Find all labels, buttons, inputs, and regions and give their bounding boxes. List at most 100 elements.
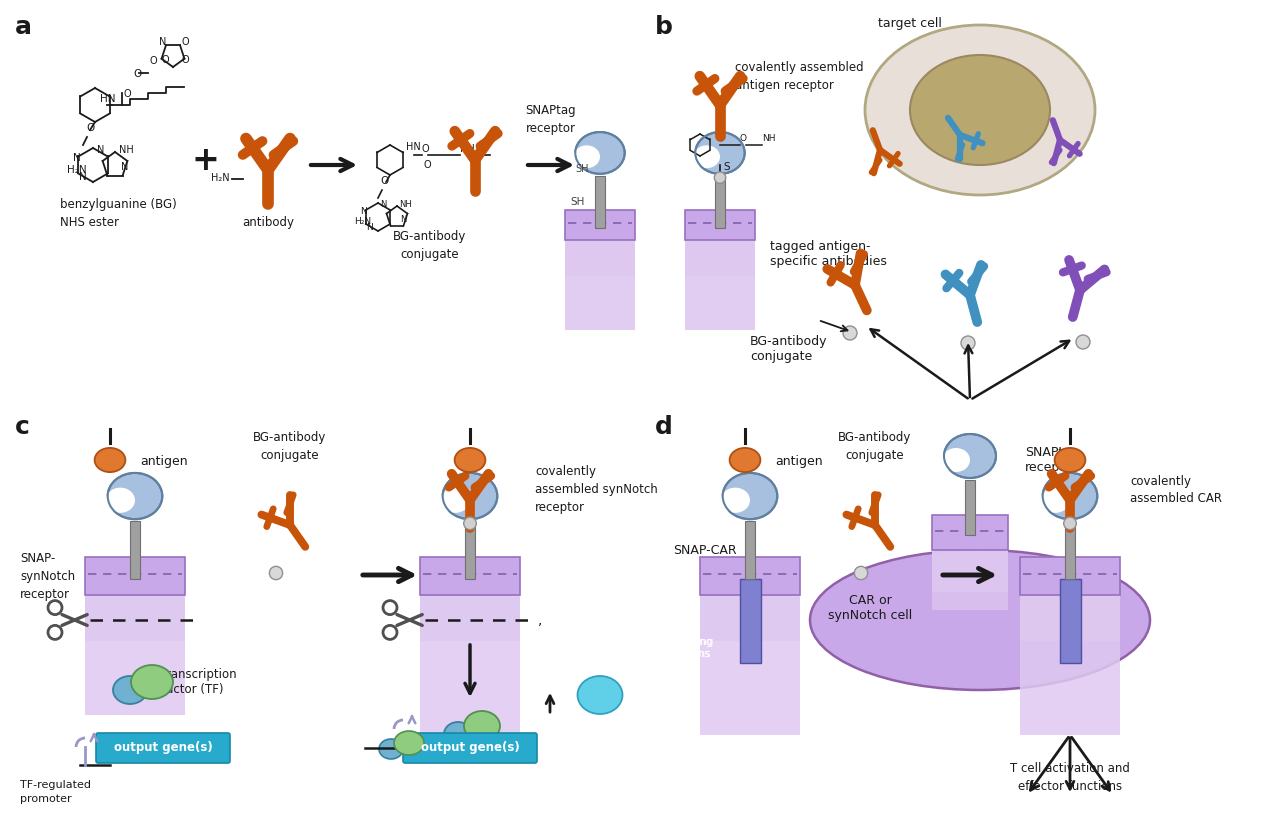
- Ellipse shape: [910, 55, 1050, 165]
- FancyBboxPatch shape: [84, 557, 186, 595]
- FancyBboxPatch shape: [564, 210, 635, 240]
- Bar: [685, 240, 755, 330]
- Text: H₂N: H₂N: [67, 165, 87, 175]
- Bar: [1065, 521, 1075, 579]
- Text: O: O: [123, 89, 131, 99]
- Text: BG-antibody
conjugate: BG-antibody conjugate: [393, 230, 467, 261]
- FancyBboxPatch shape: [1020, 557, 1120, 595]
- Text: BG-antibody
conjugate: BG-antibody conjugate: [838, 431, 911, 462]
- Text: SNAP-CAR: SNAP-CAR: [673, 544, 737, 556]
- Bar: [84, 595, 186, 715]
- Text: a: a: [15, 15, 32, 39]
- Text: BG-antibody
conjugate: BG-antibody conjugate: [750, 335, 827, 363]
- Ellipse shape: [108, 473, 163, 519]
- Bar: [1020, 595, 1120, 641]
- Ellipse shape: [1041, 488, 1070, 513]
- Text: +: +: [191, 144, 219, 177]
- Ellipse shape: [454, 448, 485, 472]
- Ellipse shape: [95, 448, 125, 472]
- Ellipse shape: [945, 434, 996, 478]
- Ellipse shape: [440, 488, 470, 513]
- Ellipse shape: [379, 739, 403, 759]
- Text: covalently assembled
antigen receptor: covalently assembled antigen receptor: [735, 61, 864, 92]
- Circle shape: [1076, 335, 1091, 349]
- Text: NH: NH: [119, 145, 133, 155]
- Text: CAR or
synNotch cell: CAR or synNotch cell: [828, 594, 913, 622]
- Text: O: O: [86, 123, 95, 133]
- Bar: [595, 176, 604, 228]
- Text: benzylguanine (BG)
NHS ester: benzylguanine (BG) NHS ester: [60, 198, 177, 229]
- Text: O: O: [133, 69, 141, 79]
- Text: N: N: [366, 223, 372, 232]
- Bar: [420, 595, 520, 641]
- Bar: [965, 480, 975, 535]
- Ellipse shape: [723, 473, 777, 519]
- FancyBboxPatch shape: [403, 733, 538, 763]
- FancyBboxPatch shape: [700, 557, 800, 595]
- Text: d: d: [655, 415, 673, 439]
- Text: target cell: target cell: [878, 17, 942, 30]
- Ellipse shape: [810, 550, 1149, 690]
- FancyBboxPatch shape: [932, 515, 1009, 550]
- Text: O: O: [180, 37, 188, 47]
- Ellipse shape: [394, 731, 424, 755]
- Text: N: N: [122, 162, 128, 172]
- Text: T cell activation and
effector functions: T cell activation and effector functions: [1010, 762, 1130, 793]
- Bar: [84, 595, 186, 641]
- Ellipse shape: [465, 711, 500, 741]
- Text: BG-antibody
conjugate: BG-antibody conjugate: [253, 431, 326, 462]
- FancyBboxPatch shape: [420, 557, 520, 595]
- Text: N: N: [159, 37, 166, 47]
- Text: T cell
signaling
domains: T cell signaling domains: [666, 625, 713, 658]
- Text: O: O: [422, 144, 430, 154]
- Text: T cell
signaling
domains: T cell signaling domains: [666, 625, 713, 658]
- Text: b: b: [655, 15, 673, 39]
- Text: tagged antigen-
specific antibodies: tagged antigen- specific antibodies: [771, 240, 887, 268]
- Ellipse shape: [1043, 473, 1097, 519]
- Ellipse shape: [443, 473, 498, 519]
- Bar: [1020, 595, 1120, 735]
- Text: O: O: [380, 176, 388, 186]
- Text: antigen: antigen: [140, 456, 188, 468]
- Text: HN: HN: [712, 133, 726, 142]
- Text: SNAPtag
receptor: SNAPtag receptor: [1025, 446, 1079, 474]
- Text: HN: HN: [100, 94, 115, 104]
- Ellipse shape: [575, 132, 625, 173]
- Text: output gene(s): output gene(s): [421, 741, 520, 754]
- Ellipse shape: [695, 132, 745, 173]
- Text: O: O: [422, 160, 430, 170]
- Bar: [564, 240, 635, 276]
- Circle shape: [844, 326, 858, 340]
- Circle shape: [463, 517, 476, 530]
- Text: TF-regulated
promoter: TF-regulated promoter: [20, 780, 91, 804]
- Bar: [685, 240, 755, 276]
- FancyBboxPatch shape: [96, 733, 230, 763]
- Circle shape: [269, 566, 283, 579]
- Text: covalently
assembled CAR: covalently assembled CAR: [1130, 475, 1222, 505]
- Text: N: N: [360, 207, 367, 216]
- Text: SH: SH: [570, 197, 585, 207]
- Ellipse shape: [577, 676, 622, 714]
- Circle shape: [854, 566, 868, 579]
- Circle shape: [714, 172, 726, 183]
- Text: NH: NH: [399, 200, 412, 209]
- Text: H₂N: H₂N: [211, 173, 230, 183]
- Bar: [745, 521, 755, 579]
- Ellipse shape: [131, 665, 173, 699]
- Text: output gene(s): output gene(s): [114, 741, 212, 754]
- Ellipse shape: [730, 448, 760, 472]
- Text: N: N: [79, 172, 87, 182]
- Text: H₂N: H₂N: [355, 217, 371, 226]
- Ellipse shape: [444, 722, 472, 746]
- Text: HN: HN: [406, 142, 421, 152]
- Text: covalently
assembled synNotch
receptor: covalently assembled synNotch receptor: [535, 466, 658, 515]
- Bar: [932, 550, 1009, 592]
- Ellipse shape: [113, 676, 147, 704]
- Text: NH: NH: [762, 134, 776, 143]
- Text: SNAPtag
receptor: SNAPtag receptor: [526, 104, 576, 135]
- Circle shape: [961, 336, 975, 350]
- Text: N: N: [97, 145, 105, 155]
- FancyBboxPatch shape: [1060, 579, 1080, 663]
- Bar: [465, 521, 475, 579]
- Text: S: S: [723, 162, 730, 172]
